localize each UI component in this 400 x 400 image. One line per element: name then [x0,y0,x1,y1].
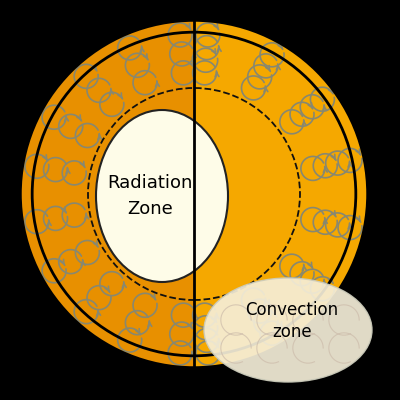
Ellipse shape [204,278,372,382]
Wedge shape [20,20,194,368]
Text: Radiation
Zone: Radiation Zone [107,174,193,218]
Text: zone: zone [272,323,312,341]
Text: Convection: Convection [246,301,338,319]
Ellipse shape [96,110,228,282]
Circle shape [20,20,368,368]
